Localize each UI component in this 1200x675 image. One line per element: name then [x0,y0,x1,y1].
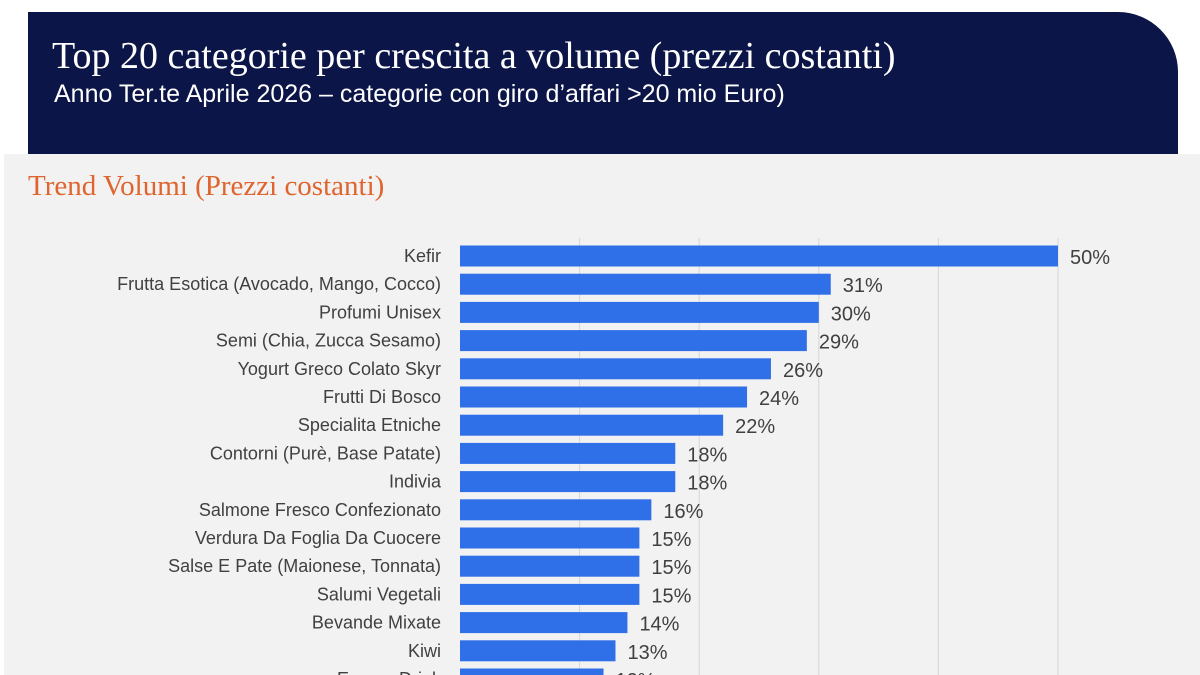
value-label: 31% [843,275,883,297]
category-label: Bevande Mixate [312,613,441,633]
bar [460,555,640,577]
category-label: Yogurt Greco Colato Skyr [238,359,441,379]
bar [460,583,640,605]
value-label: 22% [735,416,775,438]
bar [460,442,676,464]
bar [460,471,676,493]
category-label: Energy Drink [337,669,442,675]
value-label: 29% [819,332,859,354]
category-label: Verdura Da Foglia Da Cuocere [195,528,441,548]
bar [460,612,628,634]
bar [460,330,807,352]
value-label: 13% [627,642,667,664]
value-label: 15% [651,585,691,607]
value-label: 15% [651,529,691,551]
category-label: Frutti Di Bosco [323,387,441,407]
value-label: 50% [1070,247,1110,269]
bar [460,668,604,675]
bar [460,640,616,662]
bars [460,245,1058,675]
bar [460,301,819,323]
value-label: 18% [687,444,727,466]
header-banner: Top 20 categorie per crescita a volume (… [28,12,1178,154]
value-label: 24% [759,388,799,410]
page-subtitle: Anno Ter.te Aprile 2026 – categorie con … [54,80,785,108]
bar [460,358,771,380]
bar [460,386,748,408]
value-labels: 50% 31% 30% 29% 26% 24% 22% 18% 18% 16% 15% 15% 15% 1… [616,247,1111,675]
category-label: Semi (Chia, Zucca Sesamo) [216,331,441,351]
category-label: Specialita Etniche [298,415,441,435]
category-label: Profumi Unisex [319,302,441,322]
bar [460,273,831,295]
category-labels: Kefir Frutta Esotica (Avocado, Mango, Coc… [117,246,442,675]
category-label: Salse E Pate (Maionese, Tonnata) [168,556,441,576]
value-label: 16% [663,501,703,523]
bar [460,499,652,521]
bar [460,245,1058,267]
bar [460,527,640,549]
category-label: Frutta Esotica (Avocado, Mango, Cocco) [117,274,441,294]
category-label: Kefir [404,246,441,266]
value-label: 18% [687,473,727,495]
category-label: Kiwi [408,641,441,661]
category-label: Indivia [389,472,442,492]
section-title: Trend Volumi (Prezzi costanti) [28,170,385,202]
category-label: Contorni (Purè, Base Patate) [210,443,441,463]
bar [460,414,724,436]
page-title: Top 20 categorie per crescita a volume (… [52,35,896,77]
value-label: 12% [616,670,656,675]
value-label: 30% [831,303,871,325]
value-label: 26% [783,360,823,382]
value-label: 15% [651,557,691,579]
category-label: Salumi Vegetali [317,584,441,604]
category-label: Salmone Fresco Confezionato [199,500,441,520]
value-label: 14% [639,614,679,636]
